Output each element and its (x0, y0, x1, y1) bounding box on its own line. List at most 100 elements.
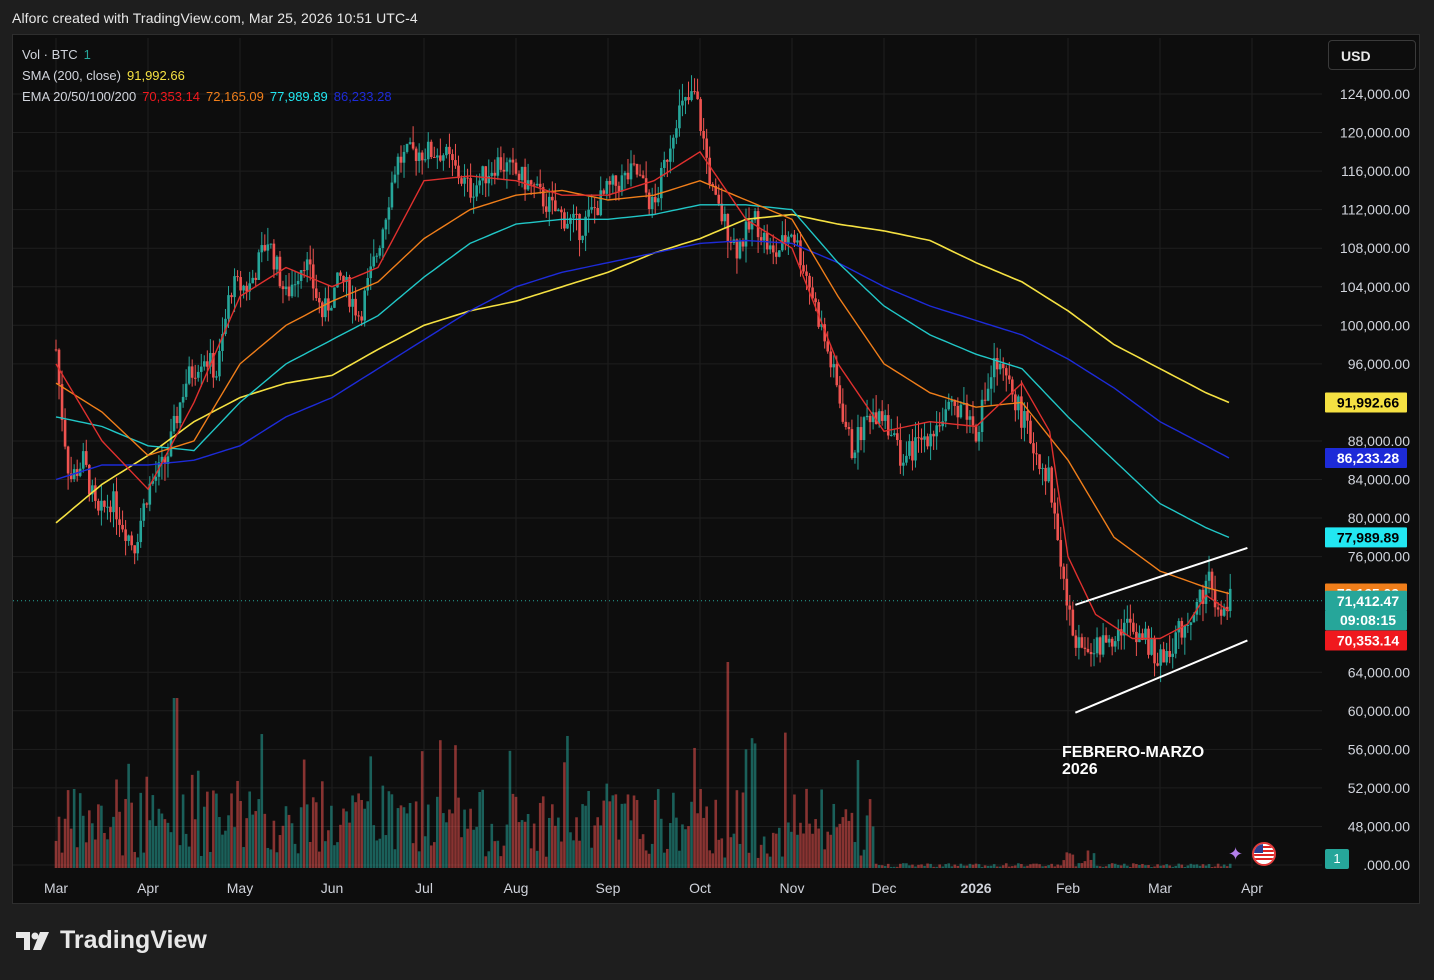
volume-bar (311, 797, 315, 868)
candle-body (369, 266, 373, 279)
candle-body (768, 245, 772, 250)
candle-body (429, 141, 433, 158)
volume-bar (699, 789, 702, 868)
volume-bar (442, 813, 445, 868)
candle-body (899, 439, 902, 466)
volume-bar (124, 798, 127, 868)
candle-body (844, 421, 848, 427)
candle-body (859, 427, 863, 441)
candle-body (581, 235, 584, 241)
volume-bar (1129, 866, 1132, 868)
candle-body (656, 198, 660, 203)
candle-body (260, 245, 264, 253)
volume-bar (248, 791, 251, 868)
candle-body (638, 174, 642, 176)
candle-body (684, 97, 687, 101)
volume-bar (1014, 865, 1017, 868)
time-tick-label: Jun (321, 880, 344, 896)
candle-body (181, 396, 185, 403)
tradingview-logo[interactable]: TradingView (16, 926, 207, 955)
volume-bar (572, 840, 575, 868)
candle-body (436, 155, 439, 158)
volume-bar (687, 826, 690, 868)
volume-bar (1168, 865, 1171, 868)
candle-body (1159, 649, 1162, 666)
volume-bar (511, 793, 515, 868)
volume-bar (1186, 865, 1190, 868)
volume-bar (1150, 866, 1153, 868)
candle-body (481, 166, 485, 181)
volume-bar (420, 751, 424, 868)
legend-vol-label: Vol · BTC (22, 47, 78, 62)
volume-bar (172, 698, 176, 868)
volume-bar (354, 802, 357, 868)
candle-body (617, 185, 621, 192)
volume-bar (429, 845, 433, 868)
volume-bar (599, 825, 603, 868)
volume-bar (938, 864, 941, 868)
volume-bar (732, 833, 736, 868)
sparkle-icon[interactable]: ✦ (1228, 844, 1244, 864)
volume-bar (980, 866, 984, 868)
candle-body (1144, 628, 1147, 640)
volume-bar (157, 808, 161, 868)
time-tick-label: Feb (1056, 880, 1080, 896)
price-tick-label: 100,000.00 (1340, 317, 1410, 333)
volume-bar (771, 832, 775, 868)
volume-bar (781, 856, 784, 868)
chart-panel[interactable] (12, 34, 1420, 904)
us-flag-icon[interactable] (1252, 842, 1276, 866)
volume-bar (1089, 859, 1093, 868)
volume-bar (1177, 863, 1181, 868)
volume-bar (805, 788, 808, 868)
volume-bar (790, 831, 793, 868)
candle-body (484, 166, 488, 184)
candle-body (393, 174, 397, 183)
volume-bar (1007, 866, 1011, 868)
candle-body (445, 146, 448, 156)
candle-body (97, 500, 100, 511)
candle-body (632, 163, 636, 165)
volume-bar (672, 792, 675, 868)
candle-body (151, 480, 155, 484)
candle-body (787, 236, 790, 244)
candle-body (886, 415, 890, 436)
candle-body (451, 154, 454, 161)
price-tick-label: 108,000.00 (1340, 240, 1410, 256)
volume-bar (402, 807, 406, 868)
volume-bar (968, 863, 972, 868)
currency-selector[interactable]: USD (1328, 40, 1416, 70)
volume-bar (526, 814, 530, 868)
candle-body (251, 277, 255, 284)
time-tick-label: Mar (44, 880, 68, 896)
candle-body (905, 455, 908, 463)
candle-body (774, 252, 778, 257)
volume-bar (254, 811, 258, 868)
candle-body (850, 429, 854, 459)
volume-bar (1050, 863, 1053, 868)
price-label-box (1325, 392, 1407, 413)
volume-bar (832, 803, 836, 868)
candle-body (1216, 607, 1220, 610)
candle-body (587, 209, 590, 217)
candle-body (505, 162, 509, 172)
candle-body (602, 190, 606, 194)
volume-bar (81, 815, 85, 868)
volume-bar (97, 804, 100, 868)
price-labels: 91,992.6686,233.2877,989.8972,165.0971,4… (1325, 392, 1407, 651)
candle-body (826, 341, 830, 352)
time-tick-label: Mar (1148, 880, 1172, 896)
candle-body (992, 358, 996, 378)
volume-bar (768, 856, 772, 868)
volume-bar (499, 856, 503, 868)
volume-bar (793, 794, 796, 868)
volume-bar (741, 792, 745, 868)
price-label-box (1325, 527, 1407, 548)
ema200-line (55, 239, 1230, 481)
volume-bar (856, 760, 860, 868)
volume-bar (1004, 863, 1008, 868)
price-label-box (1325, 630, 1407, 651)
volume-bar (496, 840, 500, 868)
price-tick-label: 60,000.00 (1348, 703, 1410, 719)
